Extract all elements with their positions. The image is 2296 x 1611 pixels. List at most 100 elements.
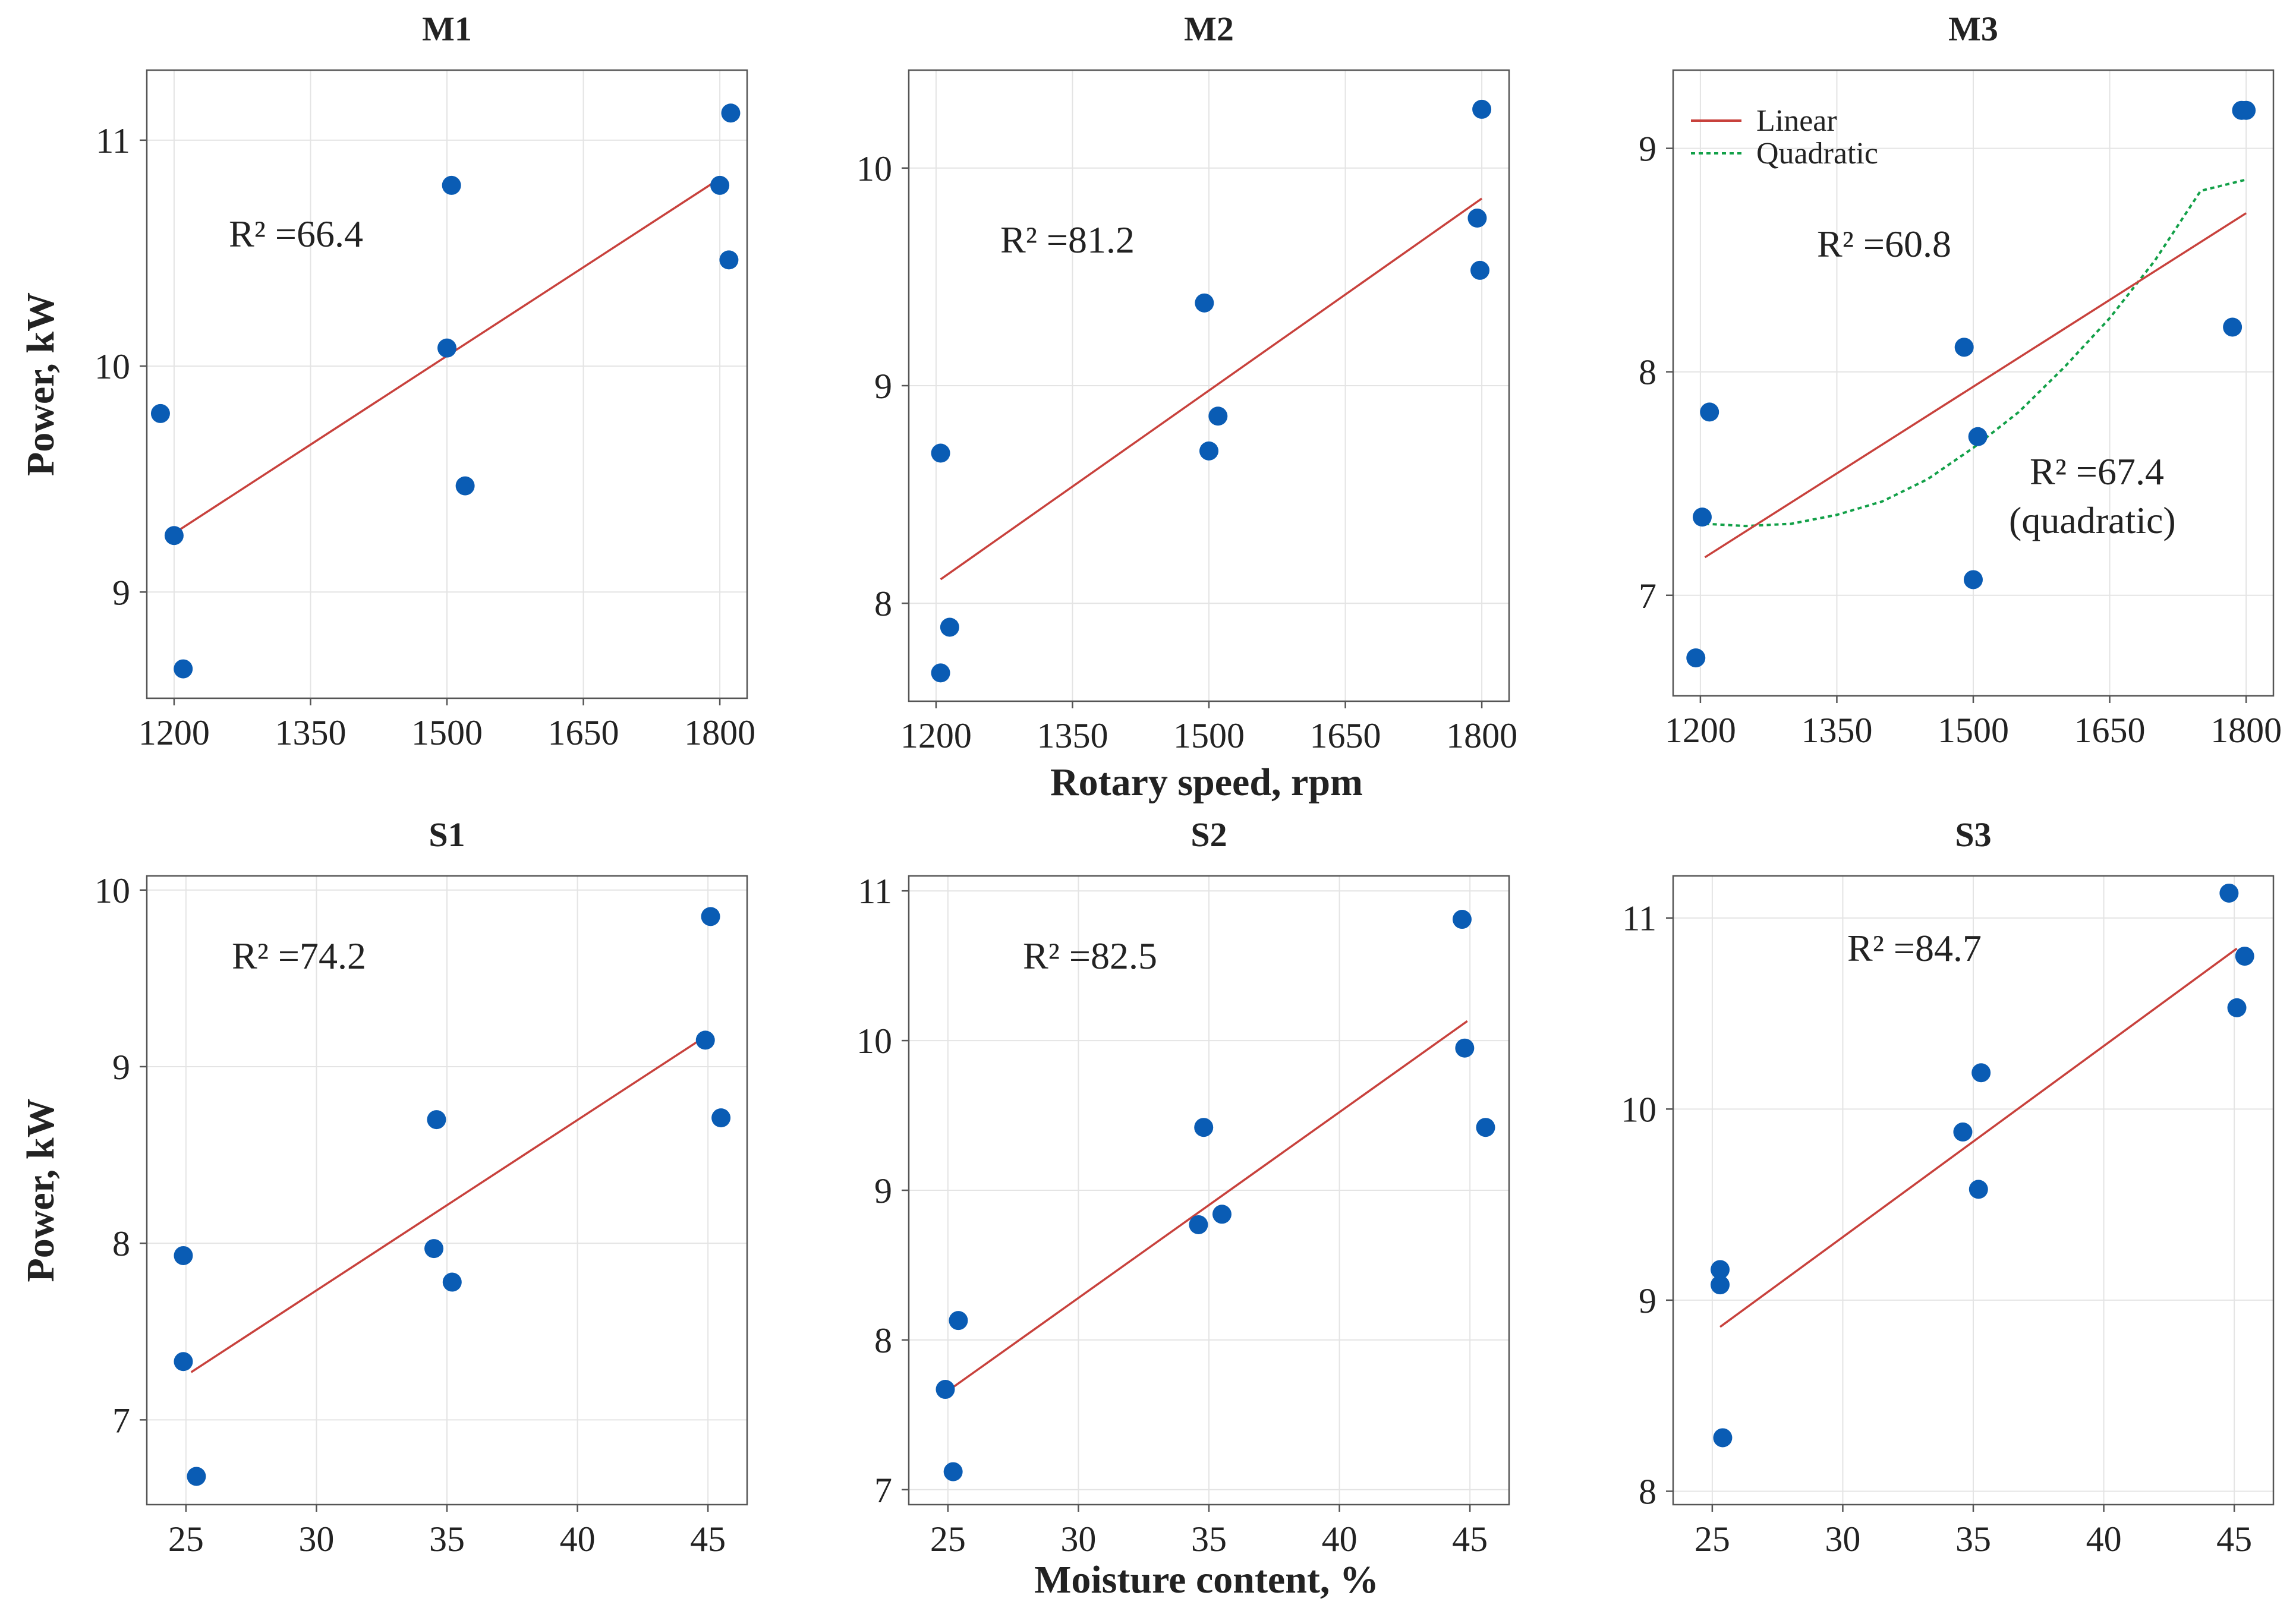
- data-point: [1212, 1205, 1232, 1224]
- x-tick-label: 1650: [1310, 716, 1381, 755]
- y-tick-label: 9: [1639, 1281, 1656, 1320]
- r2-annotation: R² =60.8: [1817, 223, 1951, 265]
- data-point: [2235, 947, 2254, 966]
- x-tick-label: 1800: [1446, 716, 1517, 755]
- x-tick-label: 45: [690, 1519, 726, 1559]
- panel-title: S1: [429, 815, 465, 854]
- y-tick-label: 7: [1639, 576, 1656, 616]
- panel-title: M1: [422, 10, 472, 48]
- top-x-axis-label: Rotary speed, rpm: [1050, 761, 1363, 804]
- bottom-x-axis-label: Moisture content, %: [1034, 1558, 1379, 1601]
- quadratic-annotation: R² =67.4: [2030, 450, 2164, 493]
- linear-fit-line: [1704, 212, 2247, 559]
- data-point: [2219, 883, 2239, 903]
- panel-m2: M2 1200 1350 1500 1650 1800 8 9 10 R² =81.2: [856, 10, 1517, 755]
- x-tick-label: 35: [1955, 1519, 1991, 1559]
- r2-annotation: R² =81.2: [1000, 219, 1135, 261]
- data-point: [1208, 406, 1228, 426]
- panel-title: S3: [1955, 815, 1991, 854]
- data-point: [1686, 648, 1706, 668]
- x-tick-label: 1350: [1037, 716, 1108, 755]
- data-point: [174, 1352, 193, 1372]
- data-point: [1971, 1063, 1991, 1083]
- legend-quadratic-label: Quadratic: [1756, 137, 1878, 171]
- data-point: [931, 663, 950, 683]
- data-point: [1189, 1215, 1208, 1234]
- quadratic-fit-line: [1705, 178, 2247, 528]
- data-point: [1194, 1118, 1214, 1137]
- data-point: [1711, 1275, 1730, 1295]
- y-tick-label: 9: [1639, 130, 1656, 169]
- r2-annotation: R² =66.4: [229, 213, 363, 255]
- x-tick-label: 40: [1322, 1519, 1358, 1559]
- data-point: [1472, 99, 1492, 119]
- x-tick-label: 45: [1452, 1519, 1488, 1559]
- linear-fit-line: [190, 1032, 711, 1373]
- y-tick-label: 10: [95, 871, 130, 910]
- linear-fit-line: [947, 1020, 1468, 1392]
- data-point: [940, 617, 959, 637]
- panel-title: M2: [1184, 10, 1234, 48]
- panel-s2: S2 25 30 35 40 45 7 8 9 10 11 R² =82.5: [856, 815, 1510, 1559]
- data-point: [1700, 402, 1719, 422]
- y-tick-label: 8: [1639, 1472, 1656, 1511]
- x-tick-label: 1650: [2074, 711, 2146, 750]
- data-point: [1953, 1122, 1973, 1142]
- x-tick-label: 1800: [2210, 711, 2282, 750]
- data-point: [695, 1030, 715, 1050]
- data-point: [1455, 1038, 1475, 1058]
- y-tick-label: 9: [112, 1048, 130, 1087]
- linear-fit-line: [1719, 947, 2238, 1328]
- data-point: [949, 1311, 968, 1331]
- x-tick-label: 30: [1060, 1519, 1096, 1559]
- x-tick-label: 40: [560, 1519, 596, 1559]
- r2-annotation: R² =82.5: [1023, 935, 1157, 977]
- panel-s3: S3 25 30 35 40 45 8 9 10 11 R² =84.7: [1621, 815, 2275, 1559]
- r2-annotation: R² =74.2: [232, 935, 366, 977]
- data-point: [2237, 100, 2256, 120]
- x-tick-label: 1200: [900, 716, 972, 755]
- data-point: [427, 1110, 446, 1130]
- data-point: [943, 1462, 963, 1481]
- panel-title: S2: [1190, 815, 1227, 854]
- data-point: [1452, 910, 1472, 929]
- data-point: [442, 1272, 462, 1292]
- data-point: [187, 1467, 206, 1486]
- y-tick-label: 9: [112, 573, 130, 612]
- data-point: [710, 175, 730, 195]
- x-tick-label: 1800: [684, 713, 755, 752]
- x-tick-label: 45: [2216, 1519, 2252, 1559]
- y-tick-label: 10: [1621, 1090, 1656, 1129]
- y-axis-label: Power, kW: [19, 1098, 62, 1282]
- y-axis-label: Power, kW: [19, 292, 62, 476]
- data-point: [1968, 427, 1988, 446]
- x-tick-label: 1650: [548, 713, 619, 752]
- y-tick-label: 8: [874, 584, 892, 623]
- y-tick-label: 9: [874, 1171, 892, 1210]
- r2-annotation: R² =84.7: [1847, 927, 1982, 969]
- y-tick-label: 7: [874, 1471, 892, 1510]
- y-tick-label: 8: [112, 1224, 130, 1263]
- data-point: [711, 1108, 731, 1128]
- legend-linear-label: Linear: [1756, 104, 1837, 138]
- data-point: [1476, 1118, 1495, 1137]
- data-point: [1692, 507, 1712, 527]
- data-point: [1195, 293, 1214, 313]
- data-point: [174, 1246, 193, 1265]
- data-point: [2227, 998, 2247, 1017]
- x-tick-label: 30: [1825, 1519, 1860, 1559]
- data-point: [1954, 338, 1974, 357]
- y-tick-label: 10: [856, 149, 892, 188]
- data-point: [150, 403, 170, 423]
- linear-fit-line: [940, 197, 1483, 581]
- data-point: [442, 175, 461, 195]
- data-point: [455, 476, 475, 496]
- x-tick-label: 30: [298, 1519, 334, 1559]
- data-point: [1467, 209, 1487, 228]
- data-point: [936, 1380, 955, 1399]
- data-point: [1470, 260, 1490, 280]
- y-tick-label: 8: [874, 1321, 892, 1360]
- data-point: [1711, 1260, 1730, 1279]
- data-point: [719, 250, 739, 270]
- x-tick-label: 1350: [1801, 711, 1872, 750]
